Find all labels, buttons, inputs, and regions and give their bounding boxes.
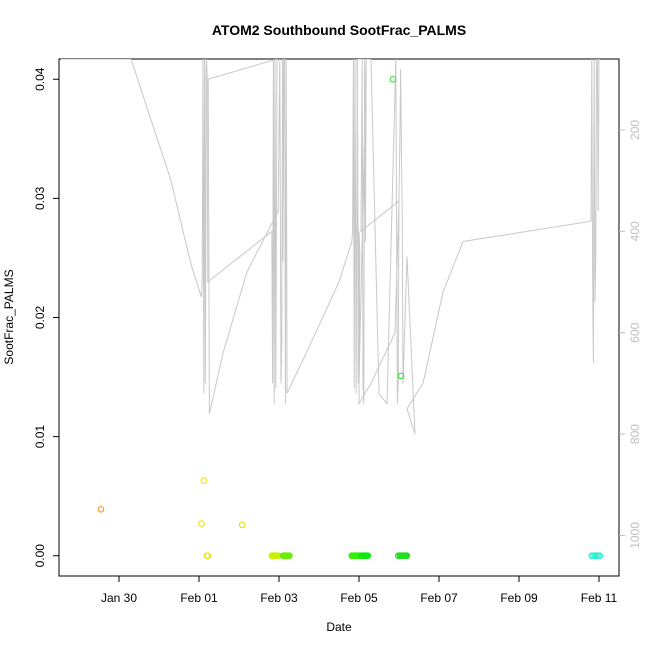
data-point xyxy=(364,552,372,560)
data-point xyxy=(238,521,246,529)
y-axis: 0.00 0.01 0.02 0.03 0.04 xyxy=(33,67,59,567)
scatter-points xyxy=(97,76,604,560)
x-tick-label: Feb 07 xyxy=(420,591,458,605)
data-point xyxy=(396,552,404,560)
x-tick-label: Feb 05 xyxy=(340,591,378,605)
x-axis: Jan 30 Feb 01 Feb 03 Feb 05 Feb 07 Feb 09 Feb … xyxy=(101,575,618,605)
x-tick-label: Feb 09 xyxy=(500,591,538,605)
x-tick-label: Feb 01 xyxy=(180,591,218,605)
y-axis-label: SootFrac_PALMS xyxy=(2,269,16,364)
data-point xyxy=(97,506,105,513)
data-point xyxy=(389,76,397,83)
data-point xyxy=(286,552,293,560)
y-tick-label: 0.03 xyxy=(33,186,47,210)
right-axis-trace-line xyxy=(61,59,600,435)
data-point xyxy=(204,552,212,560)
chart-title: ATOM2 Southbound SootFrac_PALMS xyxy=(212,22,466,38)
right-axis: 200 400 600 800 1000 xyxy=(619,120,642,549)
right-tick-label: 400 xyxy=(628,221,642,241)
plot-frame xyxy=(58,58,620,577)
data-point xyxy=(397,372,405,380)
y-tick-label: 0.00 xyxy=(33,544,47,568)
data-point xyxy=(403,552,411,560)
y-tick-label: 0.01 xyxy=(33,425,47,449)
x-tick-label: Jan 30 xyxy=(101,591,137,605)
data-point xyxy=(596,552,604,560)
x-tick-label: Feb 11 xyxy=(581,591,618,605)
x-axis-label: Date xyxy=(326,620,352,634)
data-point xyxy=(198,520,205,527)
data-point xyxy=(200,477,208,485)
right-tick-label: 600 xyxy=(628,322,642,342)
right-tick-label: 1000 xyxy=(628,522,642,549)
y-tick-label: 0.04 xyxy=(33,67,47,91)
right-axis-series xyxy=(61,59,600,435)
right-tick-label: 200 xyxy=(628,120,642,140)
right-tick-label: 800 xyxy=(628,424,642,444)
y-tick-label: 0.02 xyxy=(33,305,47,329)
x-tick-label: Feb 03 xyxy=(260,591,298,605)
